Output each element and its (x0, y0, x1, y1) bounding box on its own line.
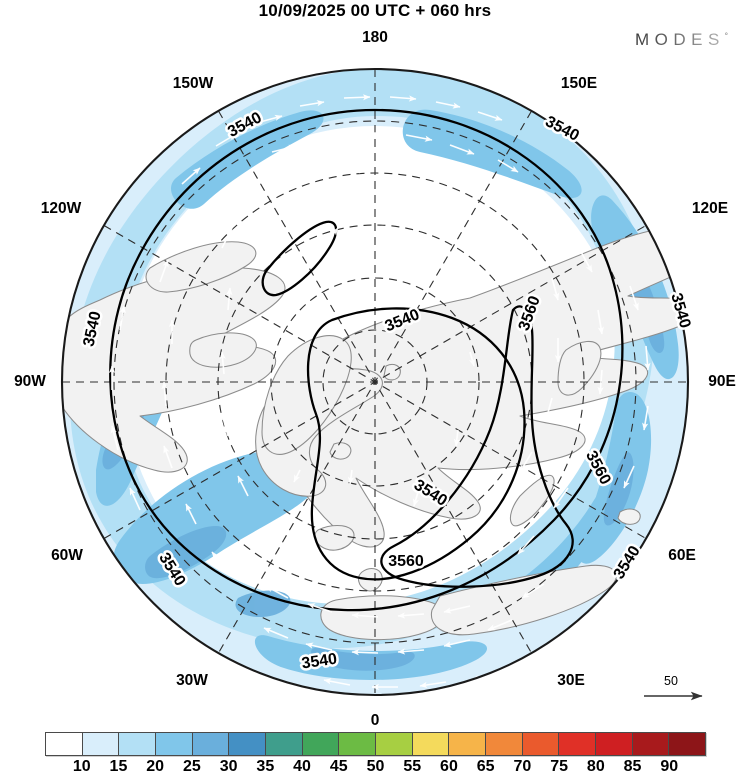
polar-stereographic-map: 3540 3540 3540 3540 3540 3540 3540 3540 3540 3540… (14, 29, 736, 729)
modes-logo: MODES° (635, 30, 728, 50)
colorbar-cell-7[interactable] (302, 733, 340, 755)
colorbar-tick-45: 45 (329, 758, 348, 775)
colorbar-cell-4[interactable] (192, 733, 230, 755)
longitude-label-180: 180 (362, 29, 388, 46)
wind-reference-label: 50 (664, 674, 678, 688)
colorbar-tick-15: 15 (109, 758, 128, 775)
contour-3540-small (261, 220, 338, 297)
longitude-label-90e: 90E (708, 373, 736, 390)
contour-3540-inner (306, 307, 526, 581)
contour-label-3560: 3560 (388, 553, 424, 570)
contour-3560 (380, 305, 574, 588)
longitude-label-150e: 150E (560, 75, 598, 92)
colorbar-tick-50: 50 (366, 758, 385, 775)
colorbar-cell-2[interactable] (119, 733, 157, 755)
colorbar-tick-40: 40 (293, 758, 311, 775)
longitude-label-0: 0 (370, 712, 380, 729)
colorbar-tick-55: 55 (403, 758, 422, 775)
colorbar-cell-13[interactable] (522, 733, 560, 755)
colorbar-tick-25: 25 (182, 758, 201, 775)
contour-label-3540: 3540 (301, 651, 339, 673)
colorbar-cell-9[interactable] (376, 733, 413, 755)
colorbar-cell-16[interactable] (632, 733, 670, 755)
longitude-label-30e: 30E (557, 672, 585, 689)
colorbar-tick-10: 10 (72, 758, 91, 775)
colorbar-tick-70: 70 (513, 758, 532, 775)
colorbar-cell-5[interactable] (229, 733, 267, 755)
page-title: 10/09/2025 00 UTC + 060 hrs (258, 1, 492, 20)
colorbar-cell-15[interactable] (596, 733, 633, 755)
colorbar-cell-0[interactable] (46, 733, 83, 755)
colorbar-tick-90: 90 (660, 758, 679, 775)
colorbar-tick-35: 35 (256, 758, 275, 775)
colorbar-tick-65: 65 (476, 758, 495, 775)
globe-border (60, 67, 690, 697)
longitude-label-60w: 60W (51, 547, 83, 564)
colorbar-cell-14[interactable] (559, 733, 597, 755)
colorbar-cell-1[interactable] (82, 733, 120, 755)
contour-label-halo: 3560 (388, 553, 424, 570)
colorbar-tick-60: 60 (440, 758, 458, 775)
longitude-label-120e: 120E (691, 200, 729, 217)
longitude-label-30w: 30W (176, 672, 208, 689)
colorbar-tick-85: 85 (623, 758, 642, 775)
colorbar-tick-30: 30 (219, 758, 238, 775)
colorbar-cell-10[interactable] (412, 733, 450, 755)
registered-mark: ° (724, 31, 728, 41)
longitude-label-150w: 150W (172, 75, 214, 92)
colorbar-cell-17[interactable] (669, 733, 706, 755)
colorbar-cell-3[interactable] (156, 733, 193, 755)
map-contents (62, 69, 688, 695)
wind-reference-vector: 50 (640, 674, 730, 716)
colorbar-swatches[interactable] (45, 732, 706, 756)
contour-3540-outer (109, 108, 624, 612)
colorbar-tick-75: 75 (550, 758, 569, 775)
longitude-label-90w: 90W (14, 373, 46, 390)
colorbar-tick-labels: 10 15 20 25 30 35 40 45 50 55 60 65 70 75 80 85 90 (45, 758, 706, 782)
colorbar-cell-8[interactable] (339, 733, 377, 755)
height-contours (109, 108, 624, 612)
longitude-label-120w: 120W (40, 200, 82, 217)
longitude-label-60e: 60E (668, 547, 696, 564)
colorbar: 10 15 20 25 30 35 40 45 50 55 60 65 70 75 80 85 90 (0, 726, 750, 782)
colorbar-cell-12[interactable] (486, 733, 523, 755)
colorbar-tick-80: 80 (586, 758, 605, 775)
colorbar-cell-6[interactable] (266, 733, 303, 755)
colorbar-tick-20: 20 (146, 758, 165, 775)
wind-reference-arrow-icon (644, 691, 703, 701)
colorbar-cell-11[interactable] (449, 733, 487, 755)
